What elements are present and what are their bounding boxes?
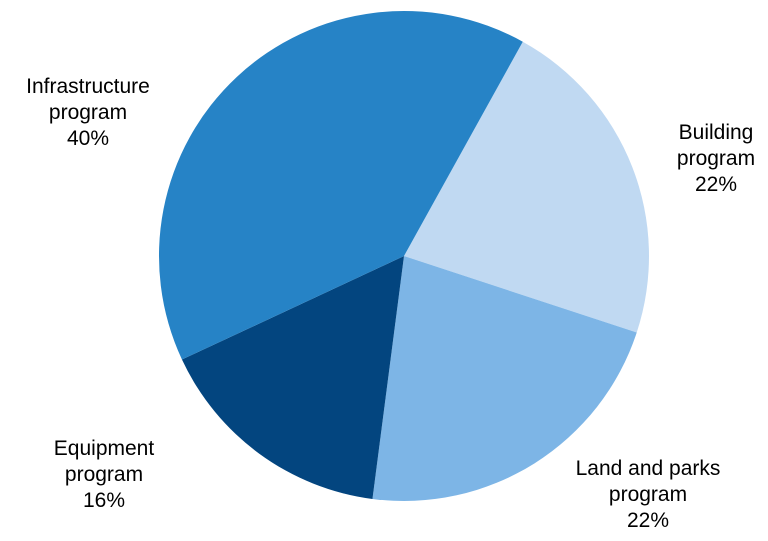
- slice-label-building: Building program 22%: [676, 121, 756, 196]
- slice-label-infrastructure: Infrastructure program 40%: [26, 75, 150, 150]
- slice-label-equipment: Equipment program 16%: [53, 437, 155, 512]
- pie-slice-land-and-parks: [372, 256, 637, 501]
- slice-label-land-and-parks: Land and parks program 22%: [575, 457, 721, 532]
- pie-slice-infrastructure: [158, 10, 523, 360]
- pie-slice-equipment: [181, 256, 404, 499]
- pie-slice-building: [404, 41, 649, 333]
